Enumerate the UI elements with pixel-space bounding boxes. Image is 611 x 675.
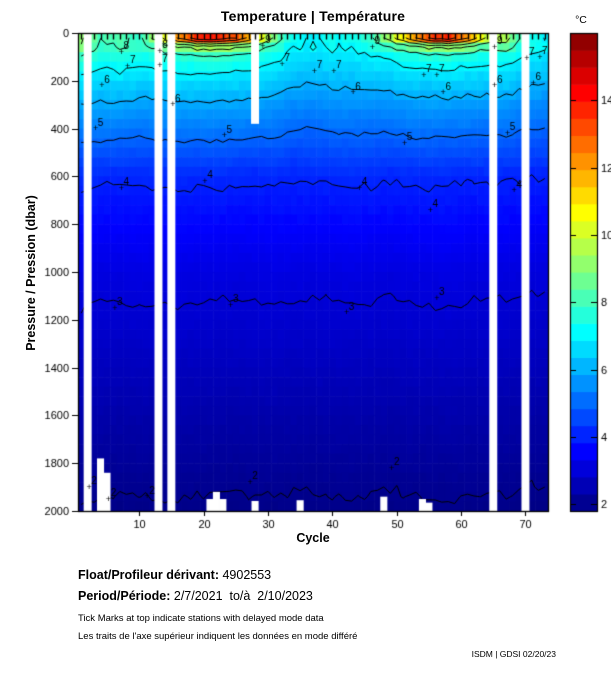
float-id-label: Float/Profileur dérivant: xyxy=(78,568,219,582)
float-id-value: 4902553 xyxy=(219,568,272,582)
colorbar-unit-label: °C xyxy=(575,14,587,26)
credit-text: ISDM | GDSI 02/20/23 xyxy=(471,649,556,659)
y-axis-label: Pressure / Pression (dbar) xyxy=(24,195,38,351)
delayed-mode-note-en: Tick Marks at top indicate stations with… xyxy=(78,613,324,624)
period-line: Period/Période: 2/7/2021 to/à 2/10/2023 xyxy=(78,589,313,603)
delayed-mode-note-fr: Les traits de l'axe supérieur indiquent … xyxy=(78,631,358,642)
page-title: Temperature | Température xyxy=(220,8,406,24)
x-axis-label: Cycle xyxy=(296,531,330,545)
period-label: Period/Période: xyxy=(78,589,171,603)
period-value: 2/7/2021 to/à 2/10/2023 xyxy=(170,589,313,603)
float-id-line: Float/Profileur dérivant: 4902553 xyxy=(78,568,271,582)
